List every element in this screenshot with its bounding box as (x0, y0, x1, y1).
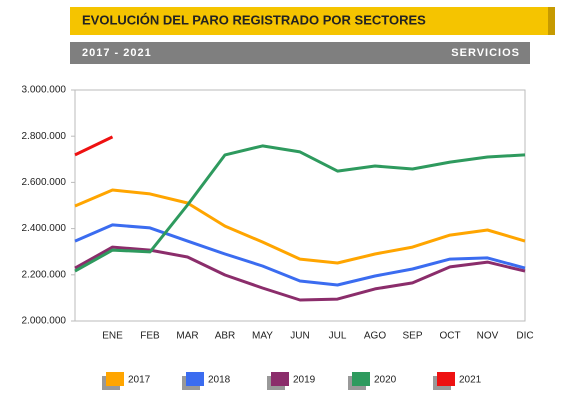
x-tick-label: ABR (215, 331, 236, 342)
series-line (74, 245, 526, 302)
series-line (74, 135, 114, 157)
x-tick-label: NOV (477, 331, 499, 342)
sector: SERVICIOS (451, 47, 520, 59)
x-tick-label: MAR (176, 331, 198, 342)
plot-frame (74, 89, 526, 322)
legend-swatch (271, 372, 289, 386)
legend-swatch (186, 372, 204, 386)
x-tick-label: JUN (290, 331, 309, 342)
title-banner (70, 7, 548, 35)
y-tick-label: 2.600.000 (22, 177, 67, 188)
x-tick-label: ENE (102, 331, 123, 342)
series-line (74, 223, 526, 287)
x-tick-label: SEP (402, 331, 422, 342)
x-tick-label: OCT (439, 331, 460, 342)
x-tick-label: MAY (252, 331, 273, 342)
x-tick-label: AGO (364, 331, 386, 342)
y-tick-label: 3.000.000 (22, 85, 67, 96)
chart-title: EVOLUCIÓN DEL PARO REGISTRADO POR SECTOR… (82, 12, 426, 27)
legend-label: 2017 (128, 375, 151, 386)
series-line (74, 144, 526, 273)
y-tick-label: 2.000.000 (22, 316, 67, 327)
legend-label: 2018 (208, 375, 231, 386)
title-banner-edge (548, 7, 555, 35)
x-tick-label: JUL (329, 331, 347, 342)
series-line (74, 188, 526, 265)
legend-swatch (352, 372, 370, 386)
y-tick-label: 2.400.000 (22, 223, 67, 234)
legend-swatch (106, 372, 124, 386)
y-tick-label: 2.200.000 (22, 269, 67, 280)
x-tick-label: DIC (516, 331, 533, 342)
x-tick-label: FEB (140, 331, 160, 342)
legend-swatch (437, 372, 455, 386)
subtitle-bar (70, 42, 530, 64)
subtitle: 2017 - 2021 (82, 47, 152, 59)
y-tick-label: 2.800.000 (22, 131, 67, 142)
legend-label: 2020 (374, 375, 397, 386)
legend-label: 2019 (293, 375, 316, 386)
legend-label: 2021 (459, 375, 482, 386)
